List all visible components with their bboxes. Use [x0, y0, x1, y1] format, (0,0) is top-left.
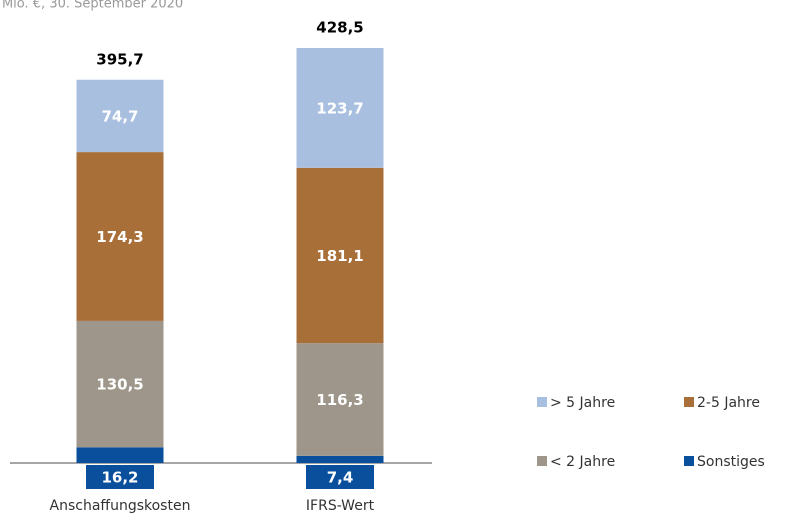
value-label: 16,2	[101, 469, 138, 487]
legend-label: < 2 Jahre	[550, 454, 615, 470]
bar-segment	[296, 343, 384, 456]
bar-segment	[76, 79, 164, 153]
bar-segment	[76, 152, 164, 321]
legend-swatch	[537, 456, 547, 466]
bar-segment	[296, 455, 384, 463]
total-label: 395,7	[96, 50, 143, 68]
value-label: 130,5	[96, 376, 143, 394]
label-box	[86, 465, 154, 489]
x-tick-label: Anschaffungskosten	[50, 498, 191, 514]
bar-segment	[296, 47, 384, 168]
value-label: 7,4	[327, 469, 354, 487]
value-label: 116,3	[316, 391, 363, 409]
legend-swatch	[684, 397, 694, 407]
value-label: 181,1	[316, 247, 363, 265]
bar-segment	[76, 320, 164, 448]
legend-label: 2-5 Jahre	[697, 395, 760, 411]
legend-label: Sonstiges	[697, 454, 765, 470]
total-label: 428,5	[316, 18, 363, 36]
legend-label: > 5 Jahre	[550, 395, 615, 411]
legend-swatch	[684, 456, 694, 466]
value-label: 123,7	[316, 99, 363, 117]
value-label: 74,7	[101, 107, 138, 125]
bar-segment	[296, 167, 384, 344]
label-box	[306, 465, 374, 489]
value-label: 174,3	[96, 228, 143, 246]
x-tick-label: IFRS-Wert	[306, 498, 375, 514]
bar-segment	[76, 447, 164, 463]
subtitle: I Mio. €, 30. September 2020	[0, 0, 183, 12]
legend-swatch	[537, 397, 547, 407]
